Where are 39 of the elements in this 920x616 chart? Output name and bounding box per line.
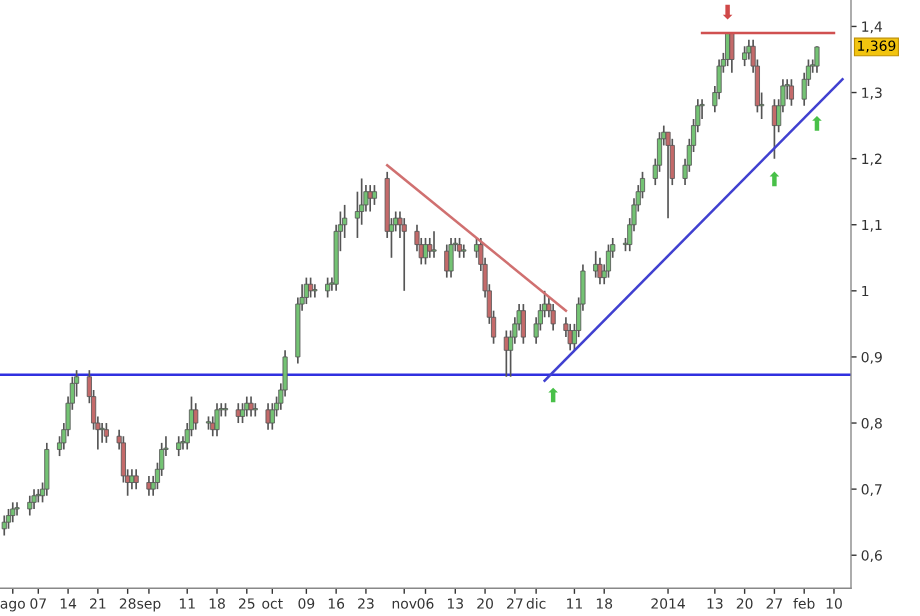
- annotation: ⬆: [812, 116, 822, 131]
- candlestick: [742, 45, 748, 67]
- candlestick: [665, 131, 671, 219]
- candlestick: [14, 501, 20, 517]
- candlestick: [567, 323, 573, 352]
- candlestick: [99, 422, 105, 444]
- candlestick: [10, 501, 16, 524]
- candlestick: [371, 184, 377, 206]
- candlestick: [5, 508, 12, 530]
- candlestick: [605, 243, 612, 279]
- candlestick: [193, 402, 199, 431]
- candlestick: [367, 184, 373, 213]
- candlestick: [788, 78, 794, 107]
- candlestick: [265, 402, 271, 431]
- candlestick: [31, 488, 37, 510]
- candlestick: [269, 402, 275, 431]
- candlestick: [520, 303, 526, 345]
- candlestick: [431, 230, 437, 259]
- candlestick: [814, 45, 820, 74]
- candlestick: [461, 243, 467, 259]
- candlestick: [427, 237, 433, 259]
- candlestick: [1, 514, 7, 537]
- candlestick: [448, 237, 454, 279]
- candlestick: [27, 494, 33, 517]
- candlestick: [44, 442, 50, 497]
- candlestick: [176, 435, 182, 457]
- candlestick: [312, 283, 318, 299]
- candlestick: [239, 402, 246, 424]
- candlestick: [252, 402, 258, 418]
- candlestick: [103, 422, 109, 444]
- candlestick: [248, 395, 254, 418]
- candlestick: [133, 468, 139, 490]
- annotation: ⬇: [722, 4, 733, 20]
- candlestick: [214, 402, 220, 438]
- candlestick: [597, 256, 603, 286]
- annotation: ⬆: [769, 171, 780, 187]
- candlestick: [401, 217, 407, 292]
- annotation: ⬆: [548, 387, 558, 403]
- candlestick: [729, 32, 735, 74]
